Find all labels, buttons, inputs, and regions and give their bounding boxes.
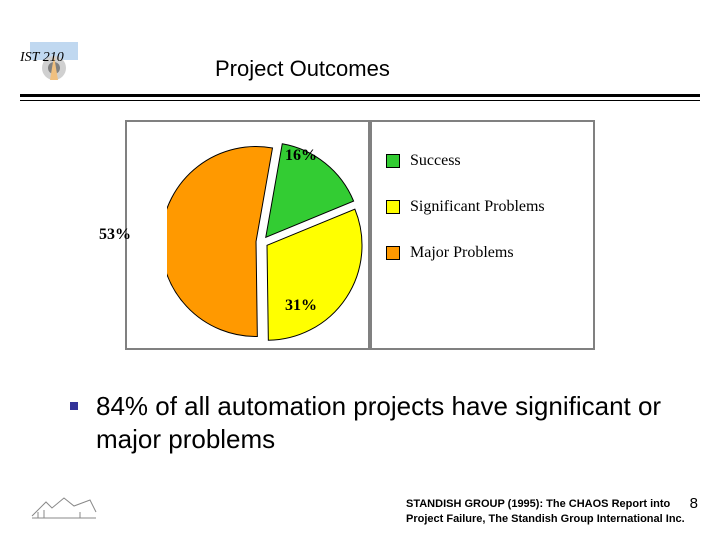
bullet-marker-icon — [70, 402, 78, 410]
pie-label-majorprob: 53% — [99, 226, 131, 244]
legend-swatch-majorprob — [386, 246, 400, 260]
legend-label-success: Success — [410, 152, 461, 170]
course-label: IST 210 — [20, 50, 64, 66]
page-number: 8 — [690, 495, 698, 512]
legend-swatch-sigprob — [386, 200, 400, 214]
header-divider — [20, 94, 700, 101]
footer-sketch-icon — [30, 492, 98, 520]
legend-swatch-success — [386, 154, 400, 168]
pie-chart — [167, 132, 367, 352]
slide-title: Project Outcomes — [215, 56, 390, 82]
legend-item-sigprob: Significant Problems — [386, 198, 579, 216]
project-outcomes-chart: 16% 31% 53% Success Significant Problems… — [125, 120, 595, 350]
legend-item-success: Success — [386, 152, 579, 170]
pie-slice-majorprob — [167, 147, 273, 337]
pie-label-success: 16% — [285, 147, 317, 165]
bullet-point: 84% of all automation projects have sign… — [70, 390, 680, 455]
legend-item-majorprob: Major Problems — [386, 244, 579, 262]
pie-label-sigprob: 31% — [285, 297, 317, 315]
legend-label-sigprob: Significant Problems — [410, 198, 545, 216]
legend-panel: Success Significant Problems Major Probl… — [370, 120, 595, 350]
bullet-text: 84% of all automation projects have sign… — [96, 390, 680, 455]
citation-text: STANDISH GROUP (1995): The CHAOS Report … — [406, 497, 706, 526]
legend-label-majorprob: Major Problems — [410, 244, 514, 262]
pie-chart-panel: 16% 31% 53% — [125, 120, 370, 350]
